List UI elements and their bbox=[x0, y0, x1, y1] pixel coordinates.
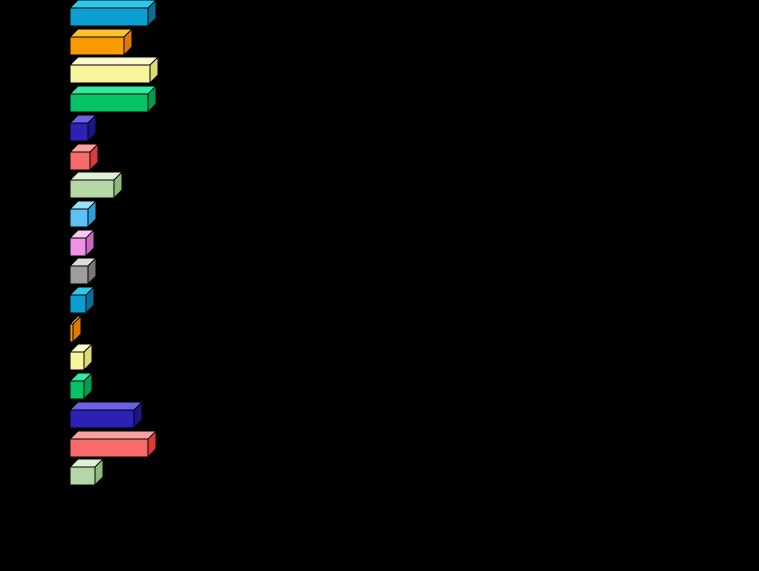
bar-3[interactable] bbox=[68, 56, 160, 85]
bar-front-face bbox=[69, 438, 149, 457]
bar-top-face bbox=[68, 56, 160, 66]
bar-8[interactable] bbox=[68, 199, 98, 229]
bar-front-face bbox=[69, 323, 74, 343]
bar-13[interactable] bbox=[68, 343, 94, 372]
bar-front-face bbox=[69, 64, 151, 84]
bar-front-face bbox=[69, 179, 115, 199]
bar-5[interactable] bbox=[68, 113, 98, 143]
bar-7[interactable] bbox=[68, 170, 124, 200]
bar-top-face bbox=[68, 28, 134, 38]
bar-15[interactable] bbox=[68, 400, 144, 430]
bar-16[interactable] bbox=[68, 429, 158, 459]
bar-front-face bbox=[69, 466, 96, 486]
bar-top-face bbox=[68, 430, 158, 439]
bar-17[interactable] bbox=[68, 457, 105, 487]
bar-top-face bbox=[68, 401, 144, 411]
bar-2[interactable] bbox=[68, 27, 134, 57]
bar-front-face bbox=[69, 351, 85, 371]
bar-1[interactable] bbox=[68, 0, 158, 28]
bar-front-face bbox=[69, 294, 87, 314]
bar-front-face bbox=[69, 208, 89, 228]
bar-14[interactable] bbox=[68, 371, 94, 401]
bar-front-face bbox=[69, 409, 135, 429]
bar-front-face bbox=[69, 237, 87, 257]
bar-front-face bbox=[69, 36, 125, 56]
bar-4[interactable] bbox=[68, 84, 158, 114]
bar-top-face bbox=[68, 0, 157, 9]
bar-10[interactable] bbox=[68, 257, 98, 286]
bar-6[interactable] bbox=[68, 142, 100, 172]
bar-front-face bbox=[69, 265, 89, 285]
bar-top-face bbox=[68, 171, 124, 181]
bar-front-face bbox=[69, 122, 89, 142]
bar-11[interactable] bbox=[68, 285, 96, 315]
bar-front-face bbox=[69, 7, 149, 27]
bar-12[interactable] bbox=[68, 314, 83, 344]
bar-9[interactable] bbox=[68, 228, 96, 258]
bar-front-face bbox=[69, 380, 85, 400]
bar-top-face bbox=[68, 85, 158, 95]
bar-front-face bbox=[69, 151, 91, 170]
bar-front-face bbox=[69, 93, 149, 113]
